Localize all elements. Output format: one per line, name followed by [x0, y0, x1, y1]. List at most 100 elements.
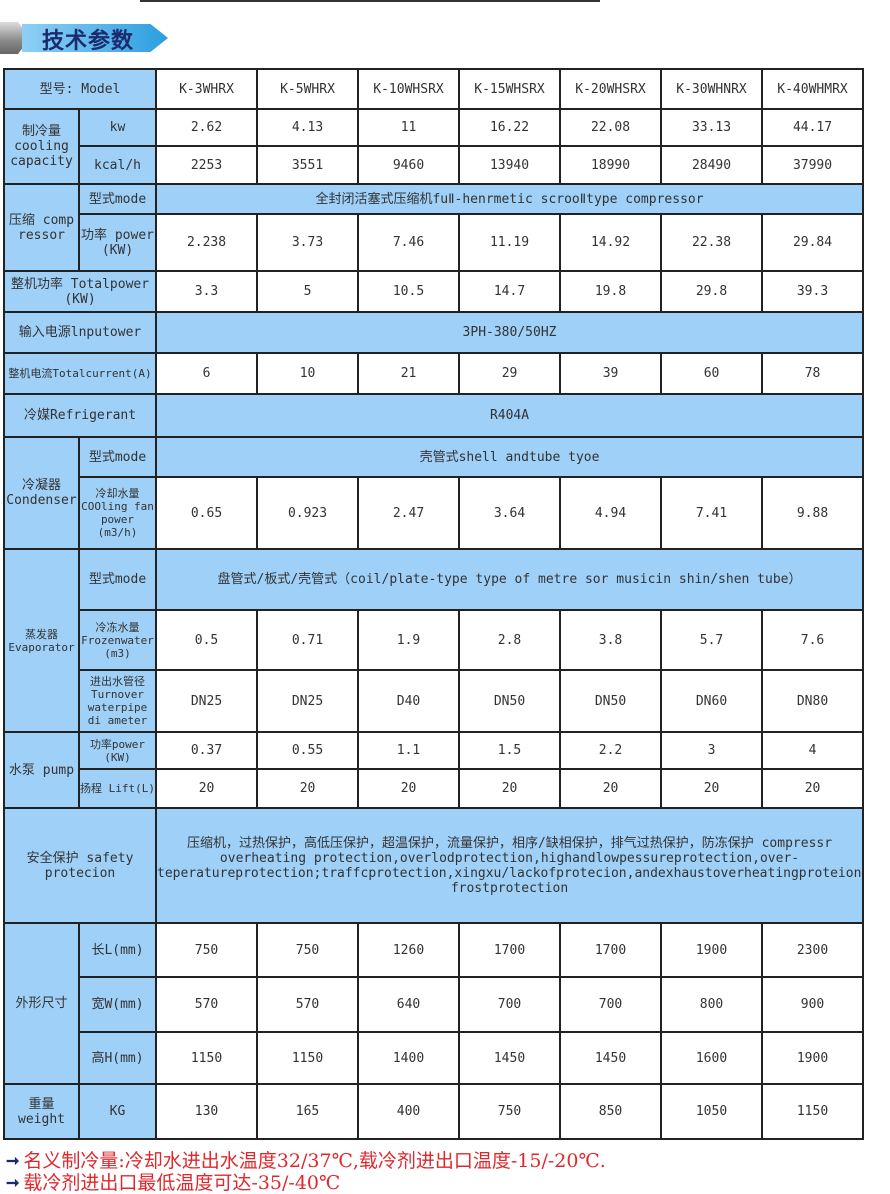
value-cell: 1400 [357, 1031, 461, 1085]
value-cell: 1.9 [357, 609, 461, 671]
unit-label: 宽W(mm) [77, 976, 158, 1033]
refrigerant-row: 冷媒Refrigerant R404A [2, 393, 865, 438]
value-cell: DN25 [155, 669, 259, 733]
value-cell: K-15WHSRX [458, 68, 562, 110]
row-label: 输入电源lnputower [2, 311, 158, 354]
value-cell: D40 [357, 669, 461, 733]
value-cell: 39.3 [761, 270, 865, 313]
value-cell: 29.8 [660, 270, 764, 313]
value-cell: 700 [458, 976, 562, 1033]
value-cell: 33.13 [660, 108, 764, 147]
cooling-kw-row: 制冷量 cooling capacity kw 2.62 4.13 11 16.22 22.… [3, 108, 865, 185]
value-cell: 60 [660, 352, 764, 395]
value-cell: 9.88 [761, 476, 865, 550]
safety-row: 安全保护 safety protecion 压缩机，过热保护，高低压保护，超温保护… [2, 807, 865, 924]
unit-label: 长L(mm) [77, 922, 158, 978]
span-value: 壳管式shell andtube tyoe [155, 436, 865, 478]
value-cell: 570 [155, 976, 259, 1033]
row-label: 蒸发器 Evaporator [3, 548, 80, 733]
pump-lift-row: 扬程 Lift(L) 20 20 20 20 20 20 20 [4, 768, 865, 809]
value-cell: 5.7 [660, 609, 764, 671]
unit-label: 型式mode [77, 183, 158, 215]
value-cell: 1050 [660, 1083, 764, 1140]
value-cell: 1150 [761, 1083, 865, 1140]
value-cell: K-20WHSRX [559, 68, 663, 110]
value-cell: 850 [559, 1083, 663, 1140]
value-cell: 20 [155, 768, 259, 809]
value-cell: 2.47 [357, 476, 461, 550]
value-cell: 640 [357, 976, 461, 1033]
value-cell: 1450 [458, 1031, 562, 1085]
row-label: 压缩 comp ressor [3, 183, 80, 272]
unit-label: 型式mode [77, 548, 158, 611]
value-cell: 4 [761, 731, 865, 770]
value-cell: 22.38 [660, 213, 764, 272]
value-cell: K-5WHRX [256, 68, 360, 110]
value-cell: K-10WHSRX [357, 68, 461, 110]
value-cell: 3.8 [559, 609, 663, 671]
note-text: 名义制冷量:冷却水进出水温度32/37℃,载冷剂进出口温度-15/-20℃. [23, 1150, 606, 1172]
section-banner: 技术参数 [0, 20, 170, 56]
value-cell: 1450 [559, 1031, 663, 1085]
header-row: 型号: Model K-3WHRX K-5WHRX K-10WHSRX K-15WHSR… [2, 68, 865, 110]
value-cell: 2253 [155, 145, 259, 185]
value-cell: 1150 [256, 1031, 360, 1085]
value-cell: 21 [357, 352, 461, 395]
value-cell: 0.37 [155, 731, 259, 770]
value-cell: 0.55 [256, 731, 360, 770]
value-cell: 3.64 [458, 476, 562, 550]
value-cell: 750 [256, 922, 360, 978]
value-cell: 0.65 [155, 476, 259, 550]
value-cell: 7.6 [761, 609, 865, 671]
value-cell: DN50 [559, 669, 663, 733]
value-cell: 11 [357, 108, 461, 147]
row-label: 冷凝器 Condenser [3, 436, 80, 550]
dimension-h-row: 高H(mm) 1150 1150 1400 1450 1450 1600 1900 [4, 1031, 865, 1085]
value-cell: 22.08 [559, 108, 663, 147]
value-cell: 1.1 [357, 731, 461, 770]
value-cell: 4.94 [559, 476, 663, 550]
span-value: 全封闭活塞式压缩机fuⅡ-henrmetic scrooⅡtype compre… [155, 183, 865, 215]
unit-label: kw [77, 108, 158, 147]
value-cell: 20 [357, 768, 461, 809]
span-value: R404A [155, 393, 865, 438]
arrow-banner-shape [22, 24, 168, 52]
value-cell: K-40WHMRX [761, 68, 865, 110]
unit-label: KG [77, 1083, 158, 1140]
value-cell: 0.71 [256, 609, 360, 671]
cooling-kcal-row: kcal/h 2253 3551 9460 13940 18990 28490 37990 [4, 145, 865, 185]
row-label: 安全保护 safety protecion [2, 807, 158, 924]
value-cell: 165 [256, 1083, 360, 1140]
unit-label: 进出水管径 Turnover waterpipe di ameter [77, 669, 158, 733]
row-label: 制冷量 cooling capacity [3, 108, 80, 185]
dimension-w-row: 宽W(mm) 570 570 640 700 700 800 900 [4, 976, 865, 1033]
evaporator-mode-row: 蒸发器 Evaporator 型式mode 盘管式/板式/壳管式（coil/plat… [3, 548, 865, 733]
value-cell: 900 [761, 976, 865, 1033]
value-cell: 1.5 [458, 731, 562, 770]
value-cell: 28490 [660, 145, 764, 185]
condenser-mode-row: 冷凝器 Condenser 型式mode 壳管式shell andtube tyoe [3, 436, 865, 550]
value-cell: 1900 [660, 922, 764, 978]
value-cell: 0.5 [155, 609, 259, 671]
row-label: 冷媒Refrigerant [2, 393, 158, 438]
value-cell: 39 [559, 352, 663, 395]
value-cell: 20 [559, 768, 663, 809]
span-value: 压缩机，过热保护，高低压保护，超温保护，流量保护，相序/缺相保护，排气过热保护，… [155, 807, 865, 924]
note-2: ➞ 载冷剂进出口最低温度可达-35/-40℃ [6, 1172, 606, 1194]
value-cell: 3.73 [256, 213, 360, 272]
value-cell: 6 [155, 352, 259, 395]
section-title: 技术参数 [42, 29, 135, 54]
unit-label: 冷冻水量 Frozenwater (m3) [77, 609, 158, 671]
value-cell: 750 [155, 922, 259, 978]
value-cell: 29.84 [761, 213, 865, 272]
evaporator-pipe-row: 进出水管径 Turnover waterpipe di ameter DN25 DN… [4, 669, 865, 733]
spec-table: 型号: Model K-3WHRX K-5WHRX K-10WHSRX K-15WHSR… [2, 68, 865, 1140]
value-cell: 20 [660, 768, 764, 809]
row-label: 整机电流Totalcurrent(A) [2, 352, 158, 395]
value-cell: 78 [761, 352, 865, 395]
value-cell: 10.5 [357, 270, 461, 313]
row-label: 外形尺寸 [3, 922, 80, 1085]
value-cell: 2.2 [559, 731, 663, 770]
value-cell: 4.13 [256, 108, 360, 147]
value-cell: 14.7 [458, 270, 562, 313]
